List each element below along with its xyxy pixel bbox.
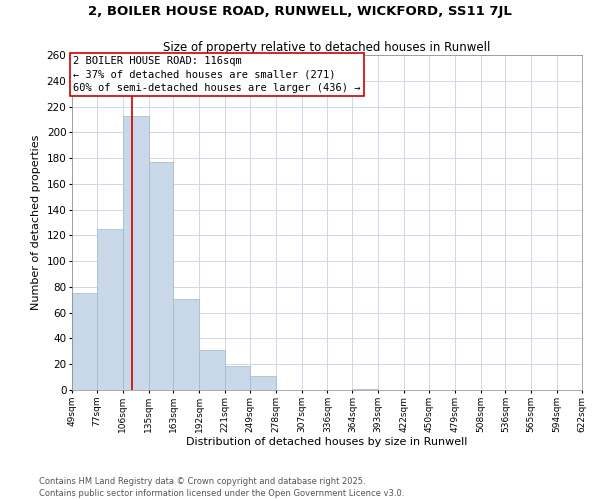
Text: Contains HM Land Registry data © Crown copyright and database right 2025.
Contai: Contains HM Land Registry data © Crown c… bbox=[39, 476, 404, 498]
Bar bbox=[123, 116, 149, 390]
Text: 2, BOILER HOUSE ROAD, RUNWELL, WICKFORD, SS11 7JL: 2, BOILER HOUSE ROAD, RUNWELL, WICKFORD,… bbox=[88, 5, 512, 18]
Bar bbox=[352, 388, 378, 390]
Y-axis label: Number of detached properties: Number of detached properties bbox=[31, 135, 41, 310]
X-axis label: Distribution of detached houses by size in Runwell: Distribution of detached houses by size … bbox=[187, 438, 467, 448]
Bar bbox=[250, 376, 276, 390]
Bar bbox=[173, 298, 199, 390]
Text: 2 BOILER HOUSE ROAD: 116sqm
← 37% of detached houses are smaller (271)
60% of se: 2 BOILER HOUSE ROAD: 116sqm ← 37% of det… bbox=[73, 56, 361, 92]
Bar bbox=[97, 229, 123, 390]
Bar bbox=[225, 366, 250, 390]
Bar bbox=[72, 294, 97, 390]
Title: Size of property relative to detached houses in Runwell: Size of property relative to detached ho… bbox=[163, 41, 491, 54]
Bar bbox=[199, 350, 225, 390]
Bar bbox=[149, 162, 173, 390]
